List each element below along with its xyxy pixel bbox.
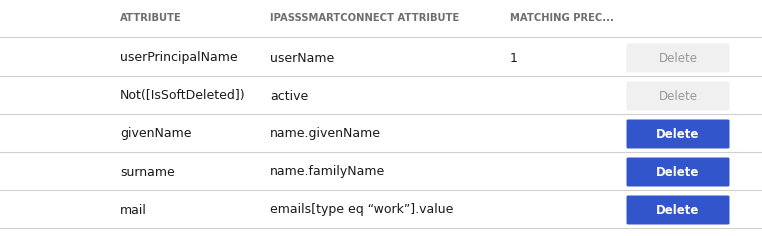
Text: Delete: Delete [658,51,697,64]
Text: active: active [270,89,309,102]
Text: MATCHING PREC...: MATCHING PREC... [510,13,614,23]
Text: ATTRIBUTE: ATTRIBUTE [120,13,182,23]
Text: userPrincipalName: userPrincipalName [120,51,238,64]
Text: emails[type eq “work”].value: emails[type eq “work”].value [270,203,453,216]
Text: name.familyName: name.familyName [270,165,386,178]
Text: Delete: Delete [656,127,700,140]
FancyBboxPatch shape [626,119,729,148]
FancyBboxPatch shape [626,43,729,72]
Text: mail: mail [120,203,147,216]
FancyBboxPatch shape [626,157,729,186]
Text: userName: userName [270,51,335,64]
Text: Delete: Delete [656,165,700,178]
Text: IPASSSMARTCONNECT ATTRIBUTE: IPASSSMARTCONNECT ATTRIBUTE [270,13,459,23]
FancyBboxPatch shape [626,195,729,224]
Text: givenName: givenName [120,127,191,140]
Text: surname: surname [120,165,174,178]
Text: name.givenName: name.givenName [270,127,381,140]
Text: Not([IsSoftDeleted]): Not([IsSoftDeleted]) [120,89,245,102]
Text: 1: 1 [510,51,518,64]
Text: Delete: Delete [658,89,697,102]
Text: Delete: Delete [656,203,700,216]
FancyBboxPatch shape [626,81,729,110]
